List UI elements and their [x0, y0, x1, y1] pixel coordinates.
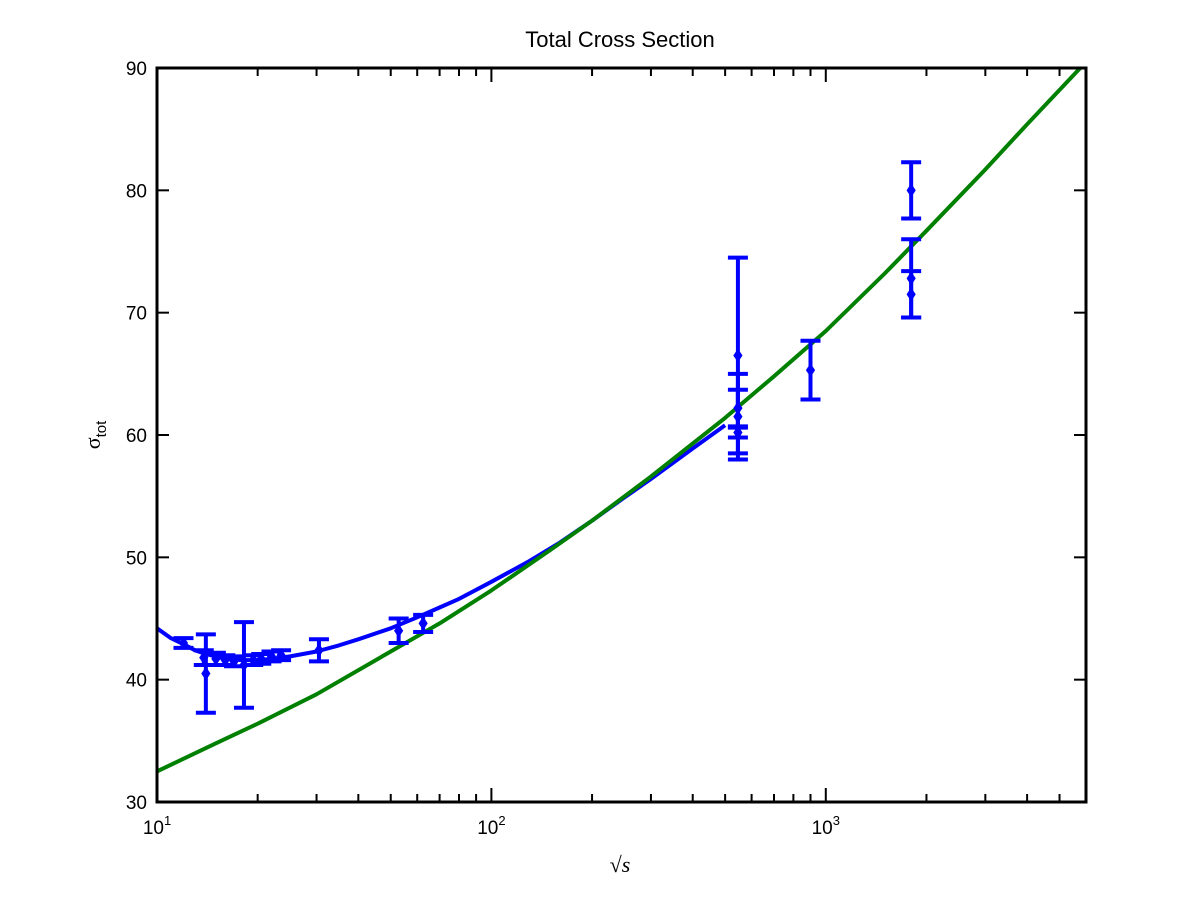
data-marker [201, 666, 211, 681]
y-axis-label: σtot [80, 420, 110, 449]
data-marker [805, 363, 816, 378]
data-marker [733, 425, 743, 440]
y-tick-label: 40 [126, 671, 147, 692]
data-point [388, 616, 409, 645]
data-point [271, 648, 292, 663]
data-point [901, 269, 922, 320]
x-tick-label: 103 [812, 813, 840, 839]
y-tick-label: 90 [126, 59, 147, 80]
data-errorbars [173, 160, 922, 715]
plot-frame [155, 66, 1088, 804]
y-tick-label: 50 [126, 548, 147, 569]
x-tick-label: 102 [477, 813, 505, 839]
data-point [251, 651, 272, 666]
data-point [727, 371, 748, 462]
data-point [901, 160, 922, 221]
data-marker [418, 616, 428, 631]
data-marker [906, 287, 916, 302]
data-marker [733, 409, 743, 424]
chart-title: Total Cross Section [525, 27, 715, 52]
data-point [195, 632, 216, 715]
axis-ticks [156, 67, 1087, 803]
data-marker [314, 643, 324, 658]
data-marker [906, 183, 916, 198]
data-point [173, 636, 194, 650]
x-tick-label: 101 [143, 813, 171, 839]
data-marker [178, 636, 189, 650]
data-point [413, 612, 434, 634]
data-point [727, 425, 748, 440]
data-marker [229, 654, 239, 669]
y-axis-label-subscript: tot [93, 420, 110, 438]
y-axis-label-base: σ [80, 437, 105, 449]
fit-curves [157, 68, 1083, 774]
data-marker [394, 623, 404, 638]
y-tick-label: 60 [126, 426, 147, 447]
y-tick-label: 80 [126, 181, 147, 202]
data-marker [256, 651, 266, 666]
fit-curve-high-energy [157, 68, 1083, 774]
data-marker [276, 648, 286, 663]
data-point [800, 338, 821, 402]
axis-tick-labels: 101 102 103 30 40 50 60 70 80 90 [126, 59, 840, 839]
data-marker [733, 348, 743, 363]
y-tick-label: 70 [126, 304, 147, 325]
svg-text:σtot: σtot [80, 420, 110, 449]
data-point [308, 637, 329, 664]
data-point [224, 654, 245, 669]
y-tick-label: 30 [126, 793, 147, 814]
x-axis-label: √s [610, 852, 631, 877]
